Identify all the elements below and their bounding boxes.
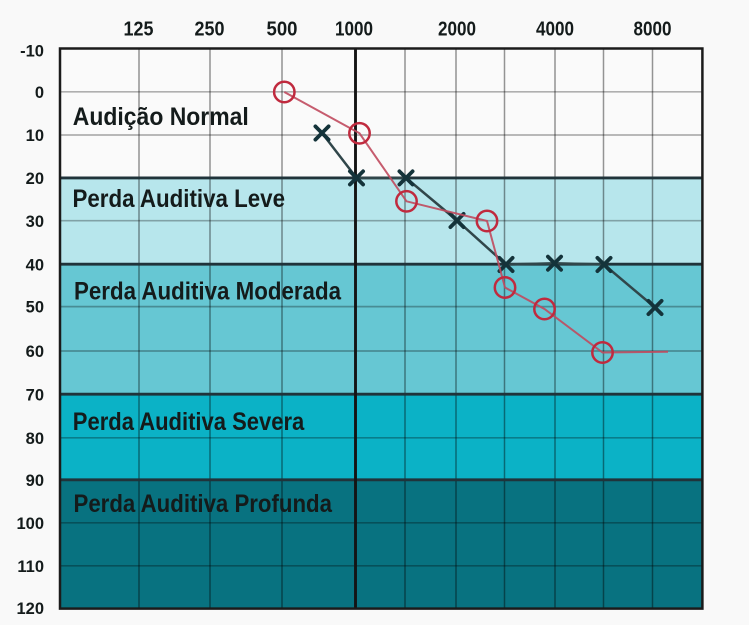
svg-text:125: 125 (124, 18, 154, 41)
svg-text:2000: 2000 (438, 18, 476, 41)
svg-text:Perda Auditiva Leve: Perda Auditiva Leve (73, 185, 286, 213)
svg-text:4000: 4000 (536, 18, 574, 41)
svg-text:20: 20 (26, 170, 44, 188)
svg-text:10: 10 (26, 127, 44, 145)
svg-text:90: 90 (26, 472, 44, 490)
svg-text:50: 50 (26, 299, 44, 317)
svg-text:70: 70 (26, 386, 44, 404)
svg-text:500: 500 (267, 18, 298, 41)
svg-text:Perda Auditiva Moderada: Perda Auditiva Moderada (74, 277, 342, 305)
svg-text:250: 250 (195, 18, 225, 41)
svg-text:40: 40 (26, 256, 44, 274)
svg-text:80: 80 (26, 430, 44, 448)
svg-text:60: 60 (26, 343, 44, 361)
svg-text:1000: 1000 (335, 18, 373, 41)
svg-text:30: 30 (26, 213, 44, 231)
svg-text:8000: 8000 (634, 18, 672, 41)
svg-text:110: 110 (17, 558, 44, 576)
svg-text:Perda Auditiva Profunda: Perda Auditiva Profunda (74, 490, 333, 518)
svg-text:-10: -10 (20, 43, 44, 61)
svg-text:Perda Auditiva Severa: Perda Auditiva Severa (73, 408, 305, 436)
svg-text:0: 0 (35, 84, 44, 102)
svg-text:120: 120 (16, 600, 44, 618)
svg-text:100: 100 (16, 515, 44, 533)
svg-text:Audição Normal: Audição Normal (73, 103, 249, 131)
